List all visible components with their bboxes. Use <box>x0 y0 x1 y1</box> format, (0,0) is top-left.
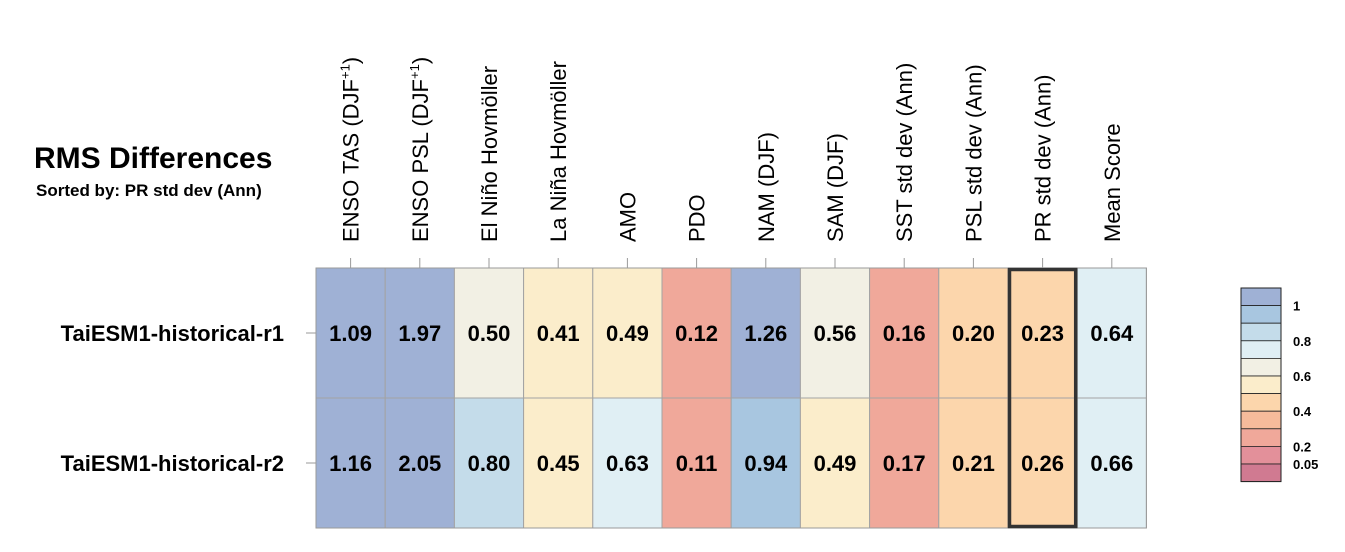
chart-subtitle: Sorted by: PR std dev (Ann) <box>36 181 262 200</box>
heatmap-cell <box>453 397 525 529</box>
cell-value-label: 0.23 <box>1021 321 1064 346</box>
chart-title: RMS Differences <box>34 142 272 175</box>
heatmap-cell <box>869 397 940 529</box>
cell-value-label: 1.09 <box>329 321 372 346</box>
cell-value-label: 2.05 <box>398 451 441 476</box>
colorbar-label: 1 <box>1293 299 1300 314</box>
heatmap-cell <box>730 397 801 529</box>
colorbar-swatch <box>1240 445 1282 465</box>
colorbar-swatch <box>1240 357 1282 377</box>
heatmap-cell <box>661 267 732 399</box>
column-label: PR std dev (Ann) <box>1031 74 1056 242</box>
cell-value-label: 0.11 <box>676 451 718 476</box>
cell-value-label: 0.66 <box>1090 451 1133 476</box>
colorbar-swatch <box>1240 340 1282 359</box>
colorbar-label: 0.2 <box>1293 439 1311 454</box>
colorbar-label: 0.4 <box>1293 404 1312 419</box>
cell-value-label: 0.63 <box>606 451 649 476</box>
cell-value-label: 1.97 <box>398 321 441 346</box>
cell-value-label: 0.80 <box>468 451 511 476</box>
colorbar-swatch <box>1240 305 1282 324</box>
heatmap-cell <box>315 267 386 399</box>
column-label: Mean Score <box>1100 123 1125 242</box>
colorbar: 1 0.8 0.6 0.4 0.2 0.05 <box>1240 287 1318 483</box>
heatmap-cell <box>938 267 1009 399</box>
column-label: El Niño Hovmöller <box>477 66 502 242</box>
cell-value-label: 0.64 <box>1090 321 1134 346</box>
cell-value-label: 0.17 <box>883 451 926 476</box>
heatmap-cell <box>384 397 455 529</box>
heatmap-cell <box>1076 267 1147 399</box>
column-label: La Niña Hovmöller <box>546 61 571 242</box>
colorbar-border <box>1240 287 1282 483</box>
heatmap-cell <box>661 397 732 529</box>
heatmap-cell <box>592 397 663 529</box>
heatmap-cell <box>799 397 871 529</box>
cell-value-label: 1.16 <box>329 451 372 476</box>
sorted-column-highlight <box>1007 267 1078 529</box>
row-label: TaiESM1-historical-r2 <box>61 451 284 476</box>
colorbar-swatch <box>1240 287 1282 307</box>
heatmap-cell <box>523 267 594 399</box>
row-labels: TaiESM1-historical-r1 TaiESM1-historical-… <box>61 321 316 476</box>
colorbar-swatch <box>1240 463 1282 483</box>
heatmap-cell <box>523 397 594 529</box>
column-labels: ENSO TAS (DJF+1) ENSO PSL (DJF+1) El Niño … <box>338 57 1125 268</box>
grid-border <box>315 267 1147 529</box>
colorbar-swatch <box>1240 393 1282 412</box>
heatmap-grid: 1.09 1.97 0.50 0.41 0.49 0.12 1.26 0.56 0.16 0.20… <box>315 267 1147 529</box>
column-label: AMO <box>615 192 640 242</box>
colorbar-label: 0.05 <box>1293 457 1318 472</box>
colorbar-swatch <box>1240 428 1282 447</box>
colorbar-swatch <box>1240 375 1282 395</box>
column-label: PSL std dev (Ann) <box>961 64 986 242</box>
cell-value-label: 0.94 <box>744 451 788 476</box>
colorbar-swatch <box>1240 410 1282 430</box>
colorbar-swatch <box>1240 322 1282 342</box>
cell-value-label: 0.26 <box>1021 451 1064 476</box>
cell-value-label: 0.12 <box>675 321 718 346</box>
cell-value-label: 1.26 <box>744 321 787 346</box>
colorbar-label: 0.6 <box>1293 369 1311 384</box>
cell-value-label: 0.45 <box>537 451 580 476</box>
cell-value-label: 0.41 <box>537 321 580 346</box>
colorbar-label: 0.8 <box>1293 334 1311 349</box>
column-label: ENSO PSL (DJF+1) <box>407 57 433 242</box>
cell-value-label: 0.56 <box>814 321 857 346</box>
column-label: SST std dev (Ann) <box>892 63 917 242</box>
cell-value-label: 0.50 <box>468 321 511 346</box>
cell-value-label: 0.16 <box>883 321 926 346</box>
column-label: PDO <box>685 194 710 242</box>
cell-value-label: 0.49 <box>606 321 649 346</box>
cell-value-label: 0.49 <box>814 451 857 476</box>
column-label: ENSO TAS (DJF+1) <box>338 57 364 242</box>
heatmap-cell <box>315 397 386 529</box>
row-label: TaiESM1-historical-r1 <box>61 321 284 346</box>
heatmap-cell <box>592 267 663 399</box>
column-label: NAM (DJF) <box>754 132 779 242</box>
cell-value-label: 0.21 <box>952 451 995 476</box>
heatmap-cell <box>799 267 871 399</box>
cell-value-label: 0.20 <box>952 321 995 346</box>
heatmap-cell <box>938 397 1009 529</box>
column-label: SAM (DJF) <box>823 133 848 242</box>
heatmap-cell <box>384 267 455 399</box>
heatmap-cell <box>1007 397 1078 529</box>
